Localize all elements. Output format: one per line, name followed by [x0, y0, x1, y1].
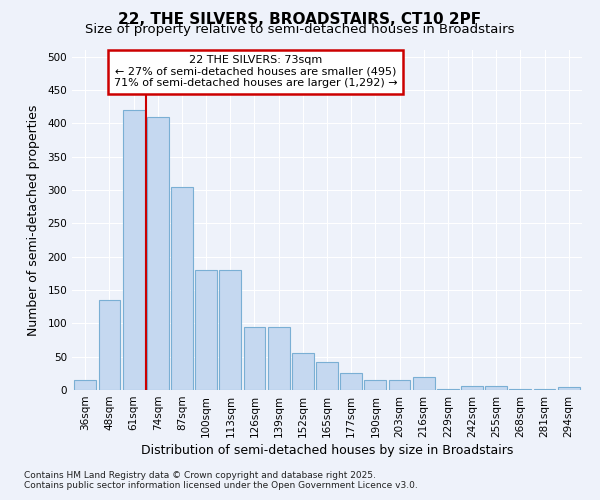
Bar: [244, 326, 265, 390]
Bar: [98, 300, 121, 390]
Bar: [364, 380, 386, 390]
Text: 22 THE SILVERS: 73sqm
← 27% of semi-detached houses are smaller (495)
71% of sem: 22 THE SILVERS: 73sqm ← 27% of semi-deta…: [114, 55, 397, 88]
X-axis label: Distribution of semi-detached houses by size in Broadstairs: Distribution of semi-detached houses by …: [141, 444, 513, 457]
Bar: [413, 376, 434, 390]
Bar: [389, 380, 410, 390]
Text: 22, THE SILVERS, BROADSTAIRS, CT10 2PF: 22, THE SILVERS, BROADSTAIRS, CT10 2PF: [118, 12, 482, 28]
Bar: [316, 362, 338, 390]
Bar: [123, 110, 145, 390]
Bar: [171, 186, 193, 390]
Y-axis label: Number of semi-detached properties: Number of semi-detached properties: [28, 104, 40, 336]
Bar: [558, 388, 580, 390]
Text: Contains HM Land Registry data © Crown copyright and database right 2025.
Contai: Contains HM Land Registry data © Crown c…: [24, 470, 418, 490]
Bar: [461, 386, 483, 390]
Bar: [147, 116, 169, 390]
Bar: [268, 326, 290, 390]
Bar: [74, 380, 96, 390]
Bar: [533, 388, 556, 390]
Bar: [340, 372, 362, 390]
Bar: [292, 354, 314, 390]
Bar: [220, 270, 241, 390]
Bar: [195, 270, 217, 390]
Bar: [485, 386, 507, 390]
Bar: [509, 388, 531, 390]
Text: Size of property relative to semi-detached houses in Broadstairs: Size of property relative to semi-detach…: [85, 22, 515, 36]
Bar: [437, 388, 459, 390]
